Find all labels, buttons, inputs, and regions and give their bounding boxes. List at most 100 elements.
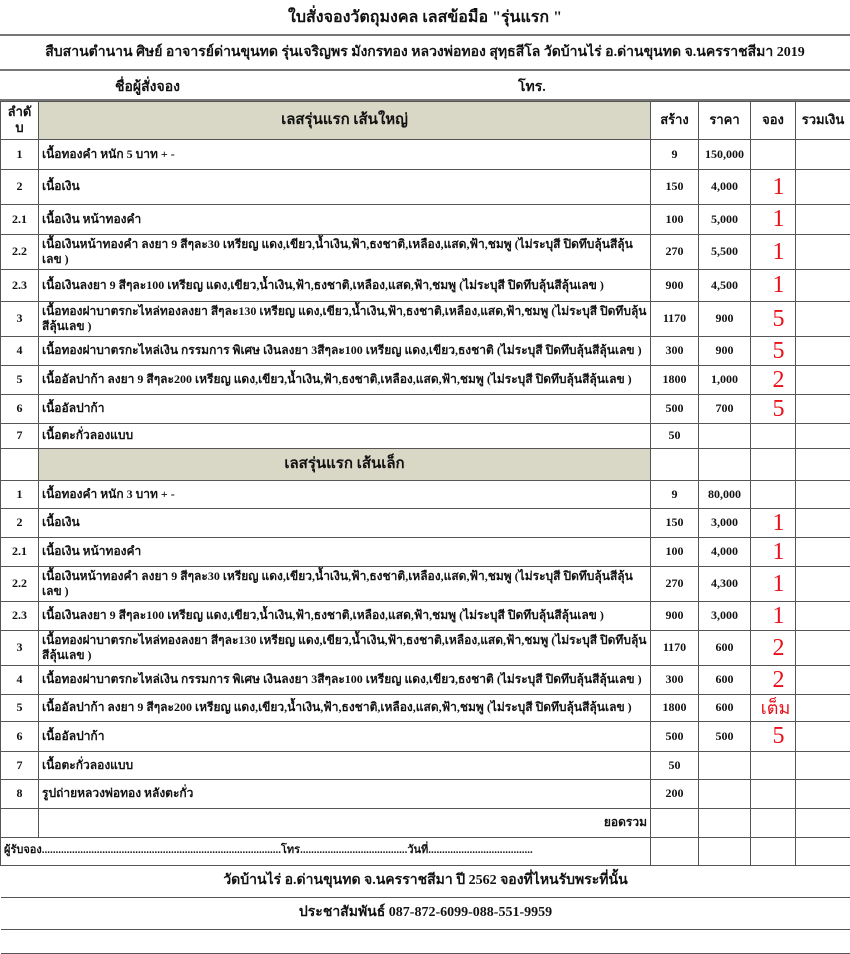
item-description: เนื้อทองคำ หนัก 5 บาท + - — [39, 139, 651, 169]
grand-total-row: ยอดรวม — [1, 808, 850, 837]
empty-cell — [699, 837, 751, 865]
section-header: ลำดับเลสรุ่นแรก เส้นใหญ่สร้างราคาจองรวมเ… — [1, 102, 850, 140]
reserve-count[interactable]: 1 — [751, 204, 796, 234]
reserve-count[interactable]: 2 — [751, 630, 796, 665]
row-total-cell[interactable] — [796, 336, 850, 365]
item-number: 5 — [1, 694, 39, 721]
item-description: เนื้อทองฝาบาตรกะไหล่ทองลงยา สีๆละ130 เหร… — [39, 301, 651, 336]
phone-label: โทร. — [518, 76, 546, 98]
item-price: 5,000 — [699, 204, 751, 234]
row-total-cell[interactable] — [796, 721, 850, 751]
reserve-count[interactable]: 1 — [751, 537, 796, 566]
reserve-count[interactable] — [751, 139, 796, 169]
reserve-count[interactable]: 1 — [751, 169, 796, 204]
item-number: 2 — [1, 508, 39, 537]
row-total-cell[interactable] — [796, 665, 850, 694]
reserve-count[interactable] — [751, 423, 796, 448]
row-total-cell[interactable] — [796, 694, 850, 721]
item-number: 4 — [1, 336, 39, 365]
reserve-count[interactable]: 5 — [751, 336, 796, 365]
footer-address-row: วัดบ้านไร่ อ.ด่านขุนทด จ.นครราชสีมา ปี 2… — [1, 865, 850, 897]
item-price: 4,000 — [699, 169, 751, 204]
reserve-count[interactable]: เต็ม — [751, 694, 796, 721]
row-total-cell[interactable] — [796, 301, 850, 336]
empty-cell — [651, 837, 699, 865]
reserve-count[interactable]: 1 — [751, 566, 796, 601]
receiver-row: ผู้รับจอง...............................… — [1, 837, 850, 865]
reserve-count[interactable]: 1 — [751, 508, 796, 537]
row-total-cell[interactable] — [796, 139, 850, 169]
reserve-count[interactable] — [751, 779, 796, 808]
footer-blank — [1, 929, 850, 953]
item-price: 500 — [699, 721, 751, 751]
reserve-count[interactable]: 5 — [751, 301, 796, 336]
column-price-header: ราคา — [699, 102, 751, 140]
item-number: 2.3 — [1, 601, 39, 630]
row-total-cell[interactable] — [796, 394, 850, 423]
receiver-line[interactable]: ผู้รับจอง...............................… — [1, 837, 651, 865]
build-quantity: 50 — [651, 423, 699, 448]
item-price: 900 — [699, 301, 751, 336]
item-description: เนื้อทองฝาบาตรกะไหล่เงิน กรรมการ พิเศษ เ… — [39, 336, 651, 365]
build-quantity: 270 — [651, 234, 699, 269]
row-total-cell[interactable] — [796, 601, 850, 630]
item-description: เนื้อทองฝาบาตรกะไหล่ทองลงยา สีๆละ130 เหร… — [39, 630, 651, 665]
row-total-cell[interactable] — [796, 169, 850, 204]
grand-total-value[interactable] — [796, 808, 850, 837]
reserve-count[interactable] — [751, 751, 796, 779]
row-total-cell[interactable] — [796, 508, 850, 537]
empty-cell — [751, 837, 796, 865]
item-price — [699, 423, 751, 448]
column-build-header: สร้าง — [651, 102, 699, 140]
row-total-cell[interactable] — [796, 480, 850, 508]
row-total-cell[interactable] — [796, 779, 850, 808]
row-total-cell[interactable] — [796, 423, 850, 448]
reserve-count[interactable]: 5 — [751, 721, 796, 751]
column-total-header: รวมเงิน — [796, 102, 850, 140]
item-price: 5,500 — [699, 234, 751, 269]
item-description: รูปถ่ายหลวงพ่อทอง หลังตะกั่ว — [39, 779, 651, 808]
item-number: 1 — [1, 139, 39, 169]
row-total-cell[interactable] — [796, 751, 850, 779]
section-title: เลสรุ่นแรก เส้นใหญ่ — [39, 102, 651, 140]
item-description: เนื้ออัลปาก้า — [39, 721, 651, 751]
footer-blank-row — [1, 929, 850, 953]
item-description: เนื้อเงิน — [39, 169, 651, 204]
row-total-cell[interactable] — [796, 630, 850, 665]
reserve-count[interactable]: 1 — [751, 234, 796, 269]
reserve-count[interactable]: 1 — [751, 269, 796, 301]
build-quantity: 500 — [651, 721, 699, 751]
item-price: 4,000 — [699, 537, 751, 566]
row-total-cell[interactable] — [796, 537, 850, 566]
footer-contact-row: ประชาสัมพันธ์ 087-872-6099-088-551-9959 — [1, 897, 850, 929]
row-total-cell[interactable] — [796, 566, 850, 601]
empty-cell — [1, 448, 39, 480]
reserve-count[interactable]: 2 — [751, 665, 796, 694]
row-total-cell[interactable] — [796, 234, 850, 269]
reserve-count[interactable]: 5 — [751, 394, 796, 423]
row-total-cell[interactable] — [796, 204, 850, 234]
row-total-cell[interactable] — [796, 365, 850, 394]
orderer-row: ชื่อผู้สั่งจอง โทร. — [0, 71, 850, 101]
reserve-count[interactable] — [751, 480, 796, 508]
reserve-count[interactable]: 2 — [751, 365, 796, 394]
reserve-count[interactable]: 1 — [751, 601, 796, 630]
form-title: ใบสั่งจองวัตถุมงคล เลสข้อมือ "รุ่นแรก " — [0, 0, 850, 36]
item-description: เนื้อทองคำ หนัก 3 บาท + - — [39, 480, 651, 508]
row-total-cell[interactable] — [796, 269, 850, 301]
item-number: 2 — [1, 169, 39, 204]
